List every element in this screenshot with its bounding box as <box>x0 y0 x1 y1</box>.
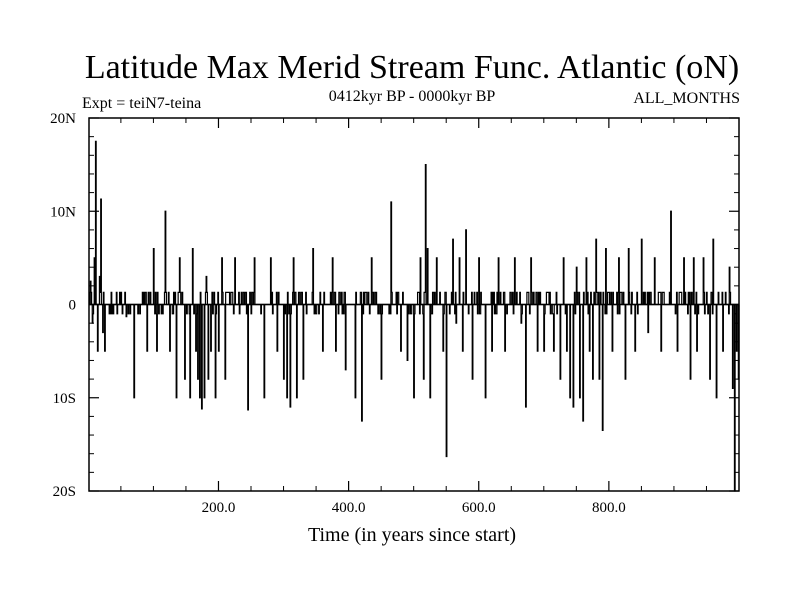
months-label: ALL_MONTHS <box>633 90 740 107</box>
data-series <box>89 140 740 492</box>
time-range-label: 0412kyr BP - 0000kyr BP <box>329 88 496 105</box>
y-tick-label: 10N <box>50 204 76 220</box>
experiment-label: Expt = teiN7-teina <box>82 95 201 112</box>
x-tick-label: 200.0 <box>202 500 236 516</box>
x-tick-label: 400.0 <box>332 500 366 516</box>
axis-ticks: 200.0 400.0 600.0 800.0 20N 10N 0 10S 20S <box>50 111 739 516</box>
y-tick-label: 20N <box>50 111 76 127</box>
y-tick-label: 0 <box>69 298 77 314</box>
plot-area: 200.0 400.0 600.0 800.0 20N 10N 0 10S 20S <box>50 111 740 516</box>
y-tick-label: 10S <box>53 391 76 407</box>
series-line <box>89 140 740 492</box>
x-tick-label: 800.0 <box>592 500 626 516</box>
x-axis-label: Time (in years since start) <box>308 524 516 546</box>
chart-title: Latitude Max Merid Stream Func. Atlantic… <box>85 49 739 86</box>
x-tick-label: 600.0 <box>462 500 496 516</box>
y-tick-label: 20S <box>53 484 76 500</box>
